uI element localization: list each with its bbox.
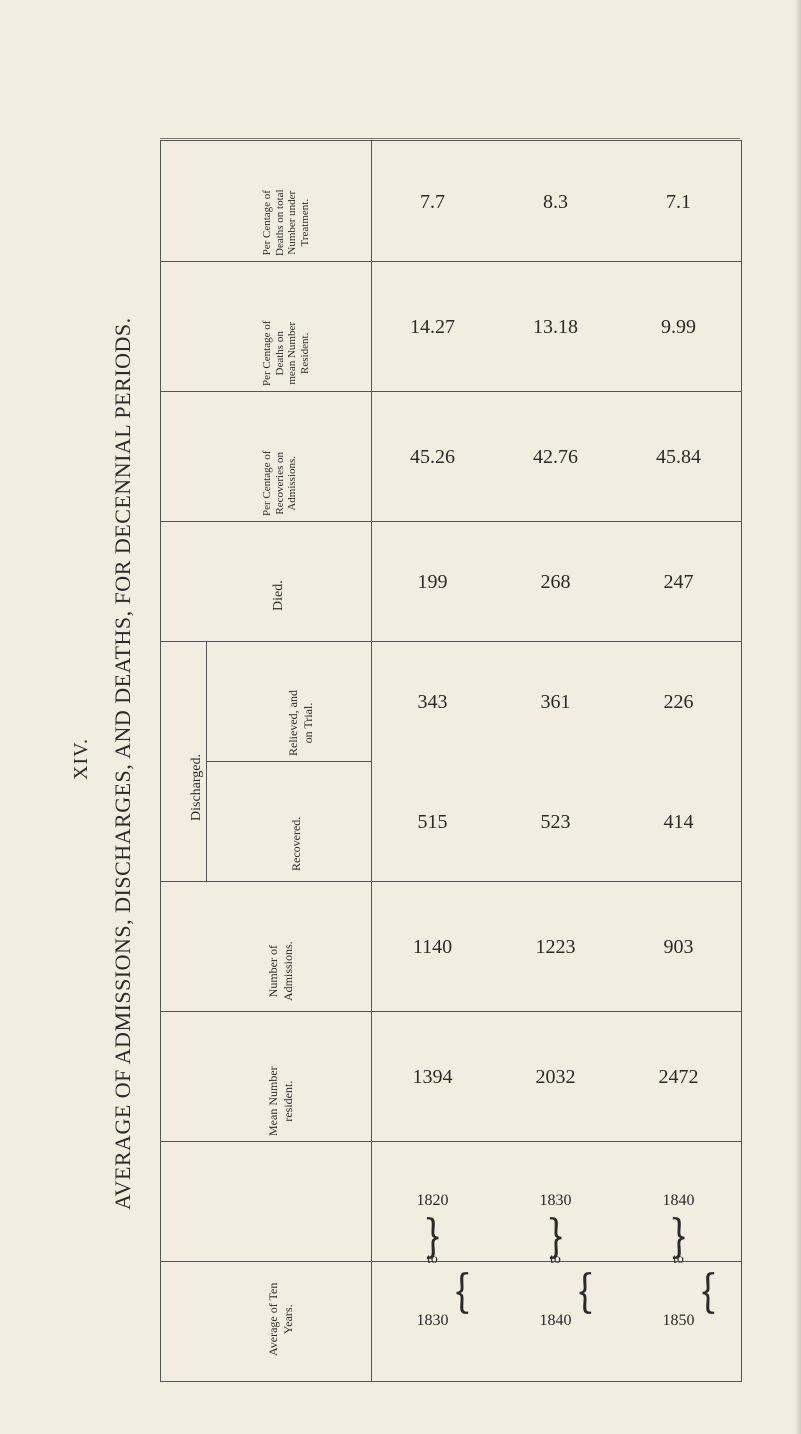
cell-mean-resident: 1394 <box>371 1066 494 1089</box>
page-title: AVERAGE OF ADMISSIONS, DISCHARGES, AND D… <box>110 317 136 1210</box>
row-sep <box>161 881 741 882</box>
period-to-word: to <box>371 1251 494 1269</box>
period-to: 1840 <box>494 1311 617 1332</box>
period-to-word: to <box>617 1251 740 1269</box>
header-recovered: Recovered. <box>289 817 304 871</box>
cell-died: 268 <box>494 571 617 594</box>
period-to: 1850 <box>617 1311 740 1332</box>
row-sep <box>161 1011 741 1012</box>
row-sep <box>161 641 741 642</box>
top-rule <box>160 138 740 139</box>
page-edge-shadow <box>795 0 801 1434</box>
cell-pct-recoveries: 45.26 <box>371 446 494 469</box>
header-relieved: Relieved, andon Trial. <box>286 690 316 756</box>
header-died: Died. <box>271 580 287 611</box>
period-from: 1840 <box>617 1191 740 1212</box>
cell-pct-deaths-total: 7.1 <box>617 191 740 214</box>
cell-recovered: 414 <box>617 811 740 834</box>
table-frame: Per Centage ofDeaths on totalNumber unde… <box>160 140 742 1382</box>
cell-relieved: 343 <box>371 691 494 714</box>
header-per-centage-deaths-mean: Per Centage ofDeaths onmean NumberReside… <box>261 321 312 386</box>
header-number-admissions: Number ofAdmissions. <box>266 941 296 1001</box>
row-sep <box>161 1141 741 1142</box>
cell-relieved: 361 <box>494 691 617 714</box>
row-sep <box>161 261 741 262</box>
cell-died: 247 <box>617 571 740 594</box>
header-mean-number-resident: Mean Numberresident. <box>266 1066 296 1136</box>
header-discharged: Discharged. <box>189 754 205 821</box>
brace-icon: ︸ <box>546 1271 590 1315</box>
cell-relieved: 226 <box>617 691 740 714</box>
header-per-centage-deaths-total: Per Centage ofDeaths on totalNumber unde… <box>261 189 312 256</box>
cell-recovered: 515 <box>371 811 494 834</box>
cell-pct-deaths-mean: 14.27 <box>371 316 494 339</box>
cell-died: 199 <box>371 571 494 594</box>
cell-admissions: 903 <box>617 936 740 959</box>
cell-mean-resident: 2032 <box>494 1066 617 1089</box>
row-sep <box>161 521 741 522</box>
period-from: 1830 <box>494 1191 617 1212</box>
header-average-ten-years: Average of TenYears. <box>266 1283 296 1356</box>
cell-pct-recoveries: 45.84 <box>617 446 740 469</box>
brace-icon: ︸ <box>669 1271 713 1315</box>
page-roman-numeral: XIV. <box>70 738 93 780</box>
cell-pct-deaths-mean: 9.99 <box>617 316 740 339</box>
page: XIV. AVERAGE OF ADMISSIONS, DISCHARGES, … <box>0 0 801 1434</box>
period-to: 1830 <box>371 1311 494 1332</box>
period-from: 1820 <box>371 1191 494 1212</box>
cell-admissions: 1223 <box>494 936 617 959</box>
cell-pct-deaths-total: 8.3 <box>494 191 617 214</box>
cell-pct-deaths-total: 7.7 <box>371 191 494 214</box>
cell-mean-resident: 2472 <box>617 1066 740 1089</box>
cell-admissions: 1140 <box>371 936 494 959</box>
cell-recovered: 523 <box>494 811 617 834</box>
brace-icon: ︸ <box>423 1271 467 1315</box>
period-to-word: to <box>494 1251 617 1269</box>
header-per-centage-recoveries: Per Centage ofRecoveries onAdmissions. <box>261 451 299 516</box>
cell-pct-deaths-mean: 13.18 <box>494 316 617 339</box>
row-sep <box>161 391 741 392</box>
discharged-mid-sep <box>206 761 371 762</box>
cell-pct-recoveries: 42.76 <box>494 446 617 469</box>
